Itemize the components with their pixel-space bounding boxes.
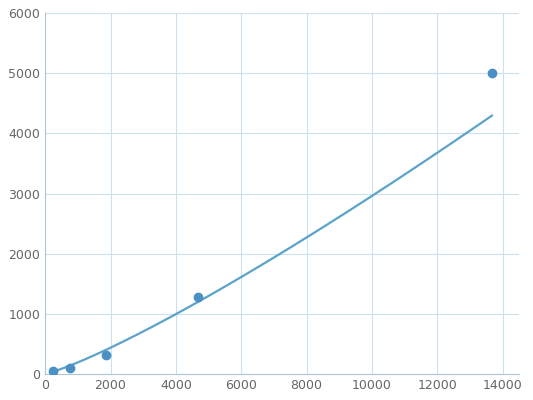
Point [102,351,111,358]
Point [488,70,496,77]
Point [49,368,58,374]
Point [66,364,74,371]
Point [194,294,203,300]
